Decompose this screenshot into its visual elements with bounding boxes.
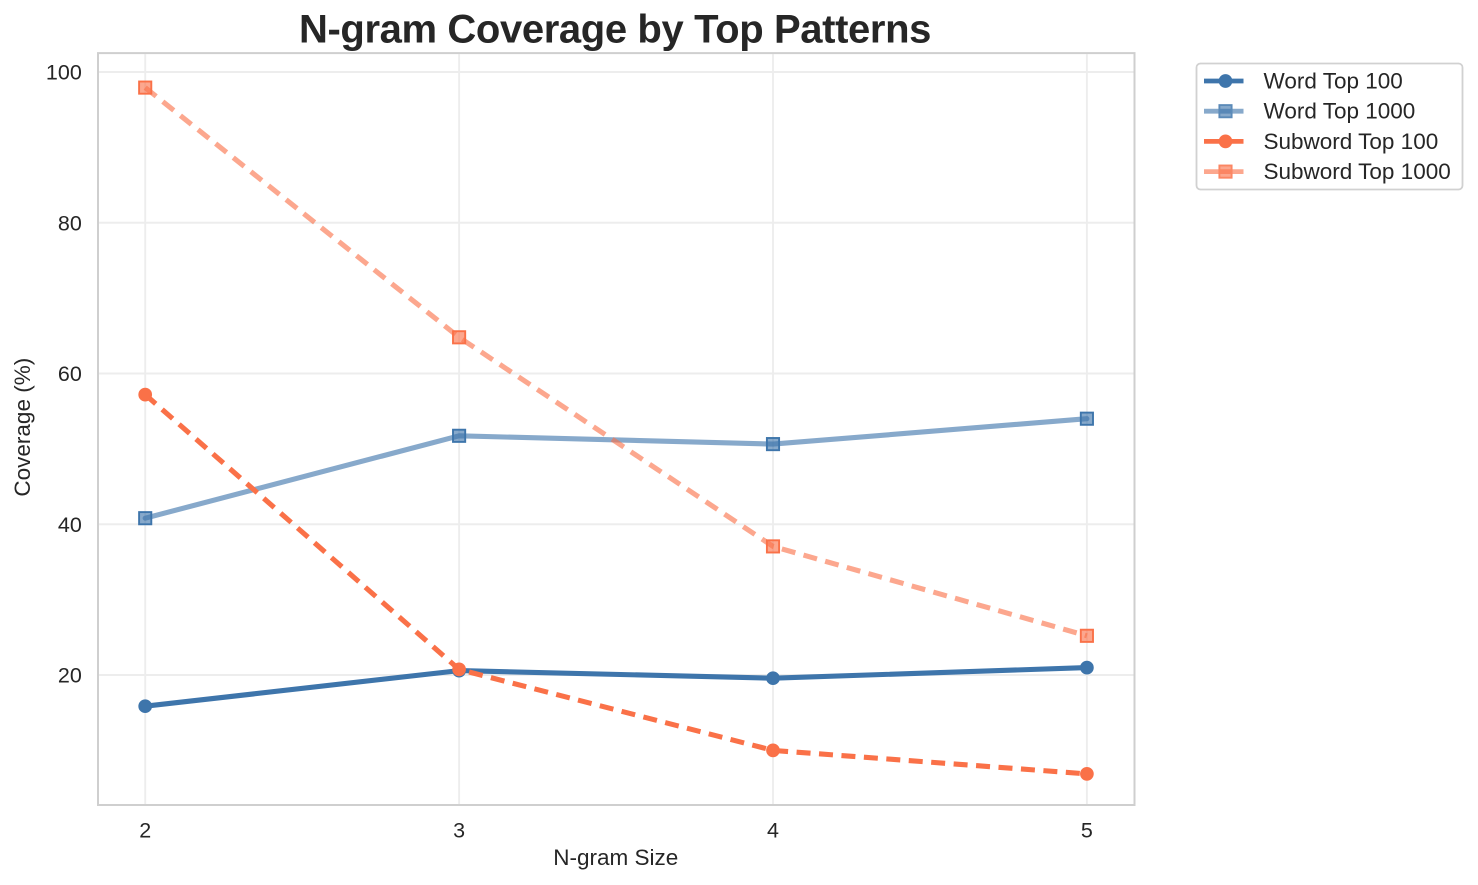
svg-text:N-gram Size: N-gram Size	[553, 845, 678, 870]
svg-text:100: 100	[46, 61, 82, 85]
svg-text:Subword Top 100: Subword Top 100	[1264, 129, 1439, 154]
svg-text:4: 4	[767, 819, 779, 843]
svg-text:Word Top 1000: Word Top 1000	[1264, 99, 1416, 124]
svg-text:N-gram Coverage by Top Pattern: N-gram Coverage by Top Patterns	[299, 7, 931, 51]
svg-text:Subword Top 1000: Subword Top 1000	[1264, 159, 1451, 184]
svg-text:Word Top 100: Word Top 100	[1264, 68, 1403, 93]
svg-text:Coverage (%): Coverage (%)	[10, 358, 35, 497]
svg-text:60: 60	[58, 362, 82, 386]
svg-text:80: 80	[58, 211, 82, 235]
svg-text:20: 20	[58, 664, 82, 688]
svg-text:5: 5	[1081, 819, 1093, 843]
svg-text:40: 40	[58, 513, 82, 537]
svg-text:3: 3	[453, 819, 465, 843]
svg-text:2: 2	[139, 819, 151, 843]
